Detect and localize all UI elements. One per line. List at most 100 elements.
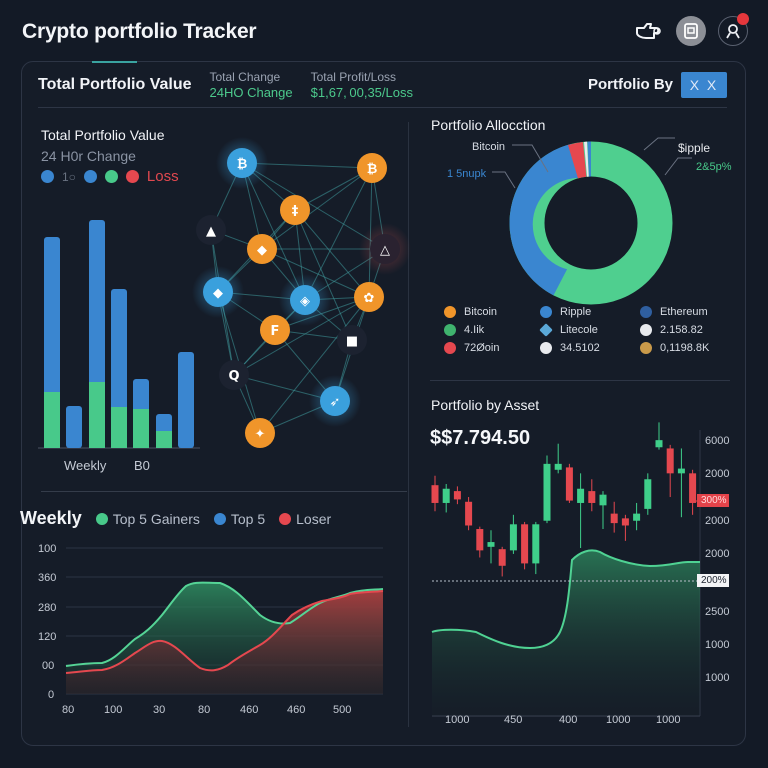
svg-text:120: 120 [38,631,56,643]
slice-blue[interactable] [492,143,606,302]
weekly-x-labels: 80 100 30 80 460 460 500 [62,704,351,716]
bar-2[interactable] [66,406,82,448]
asset-value: $$7.794.50 [430,427,531,449]
left-section-divider [41,491,407,492]
svg-text:Q: Q [228,369,239,384]
ethereum-dark-icon[interactable]: ▲ [196,215,226,245]
candlestick[interactable] [543,463,551,521]
candlestick[interactable] [689,473,697,503]
candlestick[interactable] [431,485,439,503]
svg-text:460: 460 [240,704,258,716]
legend-dot-red [125,170,139,183]
svg-text:△: △ [380,243,390,258]
weekly-legend-gainers[interactable]: Top 5 Gainers [95,511,200,527]
candlestick[interactable] [644,479,652,509]
candlestick[interactable] [588,491,596,503]
candlestick[interactable] [655,440,663,448]
svg-text:✿: ✿ [364,291,375,306]
avatar-icon[interactable] [676,16,706,46]
blue-arrow-token-icon[interactable]: ➶ [309,375,361,427]
header-actions [634,13,749,46]
share-hand-icon[interactable] [634,16,664,46]
portfolio-by-button[interactable]: X X [681,71,727,98]
legend-item-01198[interactable]: 0,1198.8K [640,342,740,354]
candlestick[interactable] [532,524,540,564]
candlestick[interactable] [521,524,529,564]
legend-item-ethereum[interactable]: Ethereum [640,306,740,318]
candlestick[interactable] [476,529,484,551]
svg-text:80: 80 [198,704,210,716]
legend-item-ripple[interactable]: Ripple [540,306,640,318]
ethereum-blue-icon[interactable]: ◆ [192,266,244,318]
bar-7[interactable] [178,352,194,448]
weekly-legend-top5[interactable]: Top 5 [213,511,265,527]
asset-tag-300: 300% [697,494,729,507]
weekly-legend-loser[interactable]: Loser [279,511,331,527]
candlestick[interactable] [621,518,629,526]
asset-y-label-6: 1000 [705,639,729,651]
litecoin-legend-icon [539,323,553,337]
orange-coin-icon[interactable]: ‡ [280,195,310,225]
svg-text:30: 30 [153,704,165,716]
candlestick[interactable] [677,468,685,474]
bar-5[interactable] [133,379,149,448]
asset-y-label-4: 2000 [705,548,729,560]
bars-title: Total Portfolio Value [41,127,165,143]
blue-coin-icon[interactable]: ₿ [216,137,268,189]
weekly-y-labels: 100 360 280 120 00 0 [38,543,56,701]
candlestick[interactable] [610,513,618,524]
allocation-donut: Bitcoin 1 5nupk $ipple 2&5p% [447,137,732,305]
orange-star-token-icon[interactable]: ✦ [245,418,275,448]
q-token-icon[interactable]: Q [219,360,249,390]
bar-3[interactable] [89,220,105,448]
asset-y-label-3: 2000 [705,515,729,527]
network-edge [294,209,370,298]
bar-1[interactable] [44,237,60,448]
bars-legend: 1○ Loss [41,168,179,185]
legend-item-72oin[interactable]: 72Øoin [444,342,540,354]
bar-4[interactable] [111,289,127,448]
svg-text:500: 500 [333,704,351,716]
slice-white[interactable] [584,141,589,177]
svg-text:100: 100 [38,543,56,555]
network-edge [259,296,370,434]
candlestick[interactable] [465,501,473,526]
ethereum-orange-icon[interactable]: ◆ [247,234,277,264]
legend-item-2158[interactable]: 2.158.82 [640,324,740,336]
legend-item-bitcoin[interactable]: Bitcoin [444,306,540,318]
weekly-header: Weekly Top 5 Gainers Top 5 Loser [20,508,337,529]
candlestick[interactable] [599,494,607,506]
green-dot-icon [95,512,108,525]
bitcoin-icon[interactable]: ₿ [357,153,387,183]
bar-6[interactable] [156,414,172,448]
svg-text:₿: ₿ [237,157,248,172]
portfolio-by-label: Portfolio By [588,76,673,93]
f-token-icon[interactable]: F [260,315,290,345]
right-section-divider [430,380,730,381]
asset-x-label-2: 450 [504,714,522,726]
candlestick[interactable] [498,549,506,566]
candlestick[interactable] [453,491,461,500]
dark-token-icon[interactable]: ■ [337,325,367,355]
asset-chart: 6000 2000 2000 2000 2500 1000 1000 1000 … [431,422,729,726]
slice-red[interactable] [568,142,587,179]
legend-item-4lik[interactable]: 4.Iik [444,324,540,336]
slice-blue-small[interactable] [587,141,592,177]
notification-user-icon[interactable] [718,13,749,46]
svg-text:F: F [271,324,280,339]
candlestick[interactable] [633,513,641,521]
candlestick[interactable] [509,524,517,551]
diamond-token-icon[interactable]: ◈ [279,274,331,326]
flower-token-icon[interactable]: ✿ [354,282,384,312]
candlestick[interactable] [666,448,674,474]
legend-item-litecole[interactable]: Litecole [539,323,640,337]
mountain-token-icon[interactable]: △ [359,223,411,275]
legend-item-345102[interactable]: 34.5102 [540,342,640,354]
svg-text:360: 360 [38,572,56,584]
candlestick[interactable] [487,542,495,547]
candlestick[interactable] [577,488,585,503]
svg-text:‡: ‡ [292,204,299,219]
candlestick[interactable] [554,463,562,470]
candlestick[interactable] [565,467,573,501]
candlestick[interactable] [442,488,450,503]
